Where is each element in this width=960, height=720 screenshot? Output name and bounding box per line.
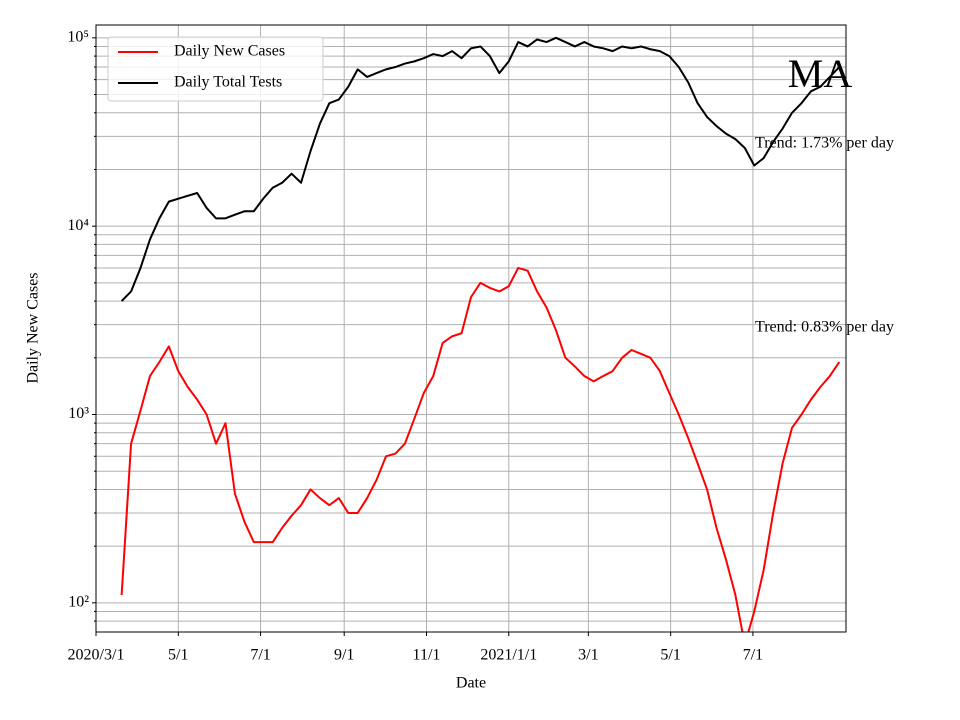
y-tick-label: 10⁴	[67, 217, 89, 234]
x-tick-label: 2021/1/1	[480, 647, 537, 664]
data-line	[120, 266, 841, 632]
annotation: Trend: 0.83% per day	[755, 319, 894, 336]
y-tick-label: 10⁵	[67, 29, 89, 46]
legend: Daily New Cases Daily Total Tests	[107, 36, 324, 102]
legend-box	[107, 36, 324, 102]
x-tick-label: 7/1	[250, 647, 270, 664]
legend-label: Daily New Cases	[174, 43, 285, 60]
x-tick-label: 5/1	[660, 647, 680, 664]
x-tick-label: 3/1	[578, 647, 598, 664]
annotation: Trend: 1.73% per day	[755, 135, 894, 152]
plot-frame	[95, 24, 847, 633]
y-tick-label: 10³	[68, 405, 89, 422]
axes: 10² 10³ 10⁴ 10⁵ 2020/3/1 5/1 7/1 9/1 11/1 2021/1/…	[67, 29, 763, 664]
y-tick-label: 10²	[68, 593, 89, 610]
grid	[95, 25, 846, 632]
legend-label: Daily Total Tests	[174, 74, 282, 91]
x-tick-label: 2020/3/1	[68, 647, 125, 664]
chart-title: MA	[788, 51, 853, 96]
x-tick-label: 5/1	[168, 647, 188, 664]
x-tick-label: 9/1	[334, 647, 354, 664]
data-line	[120, 36, 840, 302]
x-tick-label: 11/1	[413, 647, 441, 664]
plot-lines	[120, 36, 841, 632]
x-tick-label: 7/1	[743, 647, 763, 664]
y-axis-label: Daily New Cases	[25, 272, 42, 383]
x-axis-label: Date	[456, 675, 486, 692]
